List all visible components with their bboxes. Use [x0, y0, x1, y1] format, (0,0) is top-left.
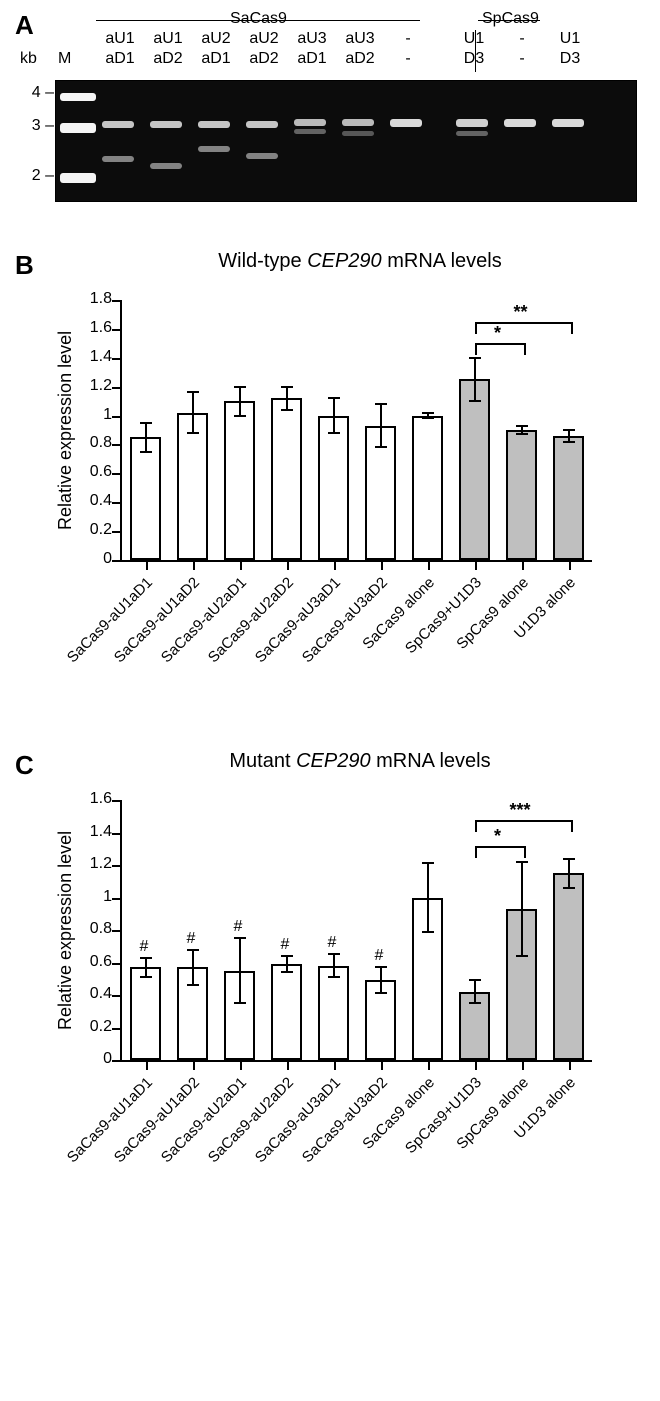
gel-hdr-row3-8: -	[498, 50, 546, 68]
bar	[224, 401, 255, 560]
hash-mark: #	[375, 947, 384, 965]
bar	[553, 436, 584, 560]
gel-hdr-row3-6: -	[384, 50, 432, 68]
gel-hdr-row3-7: D3	[450, 50, 498, 68]
gel-hdr-row2-9: U1	[546, 30, 594, 48]
gel-hdr-row3-3: aD2	[240, 50, 288, 68]
panel-c-title: Mutant CEP290 mRNA levels	[70, 750, 650, 773]
ytick-label: 1.6	[72, 790, 112, 808]
bar	[177, 413, 208, 560]
gel-hdr-row3-4: aD1	[288, 50, 336, 68]
sig-label: **	[514, 302, 528, 323]
gel-hdr-row2-2: aU2	[192, 30, 240, 48]
gel-hdr-row3-1: aD2	[144, 50, 192, 68]
gel-hdr-row2-8: -	[498, 30, 546, 48]
panel-b: B Wild-type CEP290 mRNA levels Relative …	[10, 250, 650, 730]
sig-bracket	[475, 322, 573, 334]
gel-hdr-row3-0: aD1	[96, 50, 144, 68]
ytick-label: 0.2	[72, 1018, 112, 1036]
bar	[459, 379, 490, 560]
ladder-label-3: 3 –	[32, 117, 54, 135]
bar	[412, 416, 443, 560]
hash-mark: #	[328, 934, 337, 952]
gel-band	[390, 119, 422, 127]
ytick-label: 0.4	[72, 492, 112, 510]
bar	[130, 967, 161, 1060]
hash-mark: #	[281, 936, 290, 954]
ytick-label: 1	[72, 406, 112, 424]
ladder-label-2: 2 –	[32, 167, 54, 185]
gel-band	[294, 129, 326, 134]
ytick-label: 1.6	[72, 319, 112, 337]
gel-hdr-row3-5: aD2	[336, 50, 384, 68]
title-suffix-b: mRNA levels	[382, 250, 502, 272]
hash-mark: #	[234, 918, 243, 936]
panel-a-label: A	[15, 10, 34, 41]
bar	[318, 966, 349, 1060]
hash-mark: #	[187, 930, 196, 948]
gel-image	[55, 80, 637, 202]
gel-band	[150, 163, 182, 169]
gel-band	[246, 153, 278, 159]
gel-hdr-row2-1: aU1	[144, 30, 192, 48]
gel-band	[198, 146, 230, 152]
gel-band	[504, 119, 536, 127]
bar	[271, 964, 302, 1060]
bar	[130, 437, 161, 560]
ytick-label: 1	[72, 888, 112, 906]
ytick-label: 0.6	[72, 953, 112, 971]
panel-c-label: C	[15, 750, 34, 781]
ladder-label-4: 4 –	[32, 84, 54, 102]
gel-band	[102, 156, 134, 162]
sig-bracket	[475, 343, 526, 355]
title-suffix-c: mRNA levels	[371, 750, 491, 772]
ytick-label: 1.2	[72, 855, 112, 873]
ytick-label: 0.8	[72, 920, 112, 938]
gel-group-spcas9: SpCas9	[482, 10, 539, 28]
ytick-label: 1.4	[72, 348, 112, 366]
sig-label: ***	[510, 800, 531, 821]
ytick-label: 0	[72, 1050, 112, 1068]
panel-a: A SaCas9 SpCas9 aU1aU1aU2aU2aU3aU3-U1-U1…	[10, 10, 650, 220]
bar	[506, 430, 537, 560]
sig-bracket	[475, 846, 526, 858]
panel-b-chart-area: 00.20.40.60.811.21.41.61.8SaCas9-aU1aD1S…	[120, 300, 592, 562]
gel-band	[552, 119, 584, 127]
ytick-label: 0.4	[72, 985, 112, 1003]
gel-hdr-row2-6: -	[384, 30, 432, 48]
gel-hdr-row3-2: aD1	[192, 50, 240, 68]
gel-hdr-row2-3: aU2	[240, 30, 288, 48]
ytick-label: 0.8	[72, 434, 112, 452]
gel-band	[456, 131, 488, 136]
gel-hdr-row2-7: U1	[450, 30, 498, 48]
title-italic-b: CEP290	[307, 250, 382, 272]
sig-bracket	[475, 820, 573, 832]
ytick-label: 0.2	[72, 521, 112, 539]
gel-hdr-row2-5: aU3	[336, 30, 384, 48]
kb-label: kb	[20, 50, 37, 68]
panel-c-chart-area: 00.20.40.60.811.21.41.6SaCas9-aU1aD1#SaC…	[120, 800, 592, 1062]
panel-b-title: Wild-type CEP290 mRNA levels	[70, 250, 650, 273]
ytick-label: 1.2	[72, 377, 112, 395]
bar	[271, 398, 302, 560]
gel-hdr-row2-0: aU1	[96, 30, 144, 48]
gel-hdr-row2-4: aU3	[288, 30, 336, 48]
gel-hdr-row3-9: D3	[546, 50, 594, 68]
m-label: M	[58, 50, 71, 68]
panel-b-label: B	[15, 250, 34, 281]
hash-mark: #	[140, 938, 149, 956]
ytick-label: 1.4	[72, 823, 112, 841]
ytick-label: 1.8	[72, 290, 112, 308]
title-prefix-b: Wild-type	[218, 250, 307, 272]
gel-band	[342, 131, 374, 136]
gel-group-sacas9: SaCas9	[230, 10, 287, 28]
bar	[553, 873, 584, 1060]
ladder-lane	[58, 81, 98, 201]
ytick-label: 0.6	[72, 463, 112, 481]
bar	[318, 416, 349, 560]
ytick-label: 0	[72, 550, 112, 568]
title-italic-c: CEP290	[296, 750, 371, 772]
title-prefix-c: Mutant	[229, 750, 296, 772]
panel-c: C Mutant CEP290 mRNA levels Relative exp…	[10, 750, 650, 1230]
